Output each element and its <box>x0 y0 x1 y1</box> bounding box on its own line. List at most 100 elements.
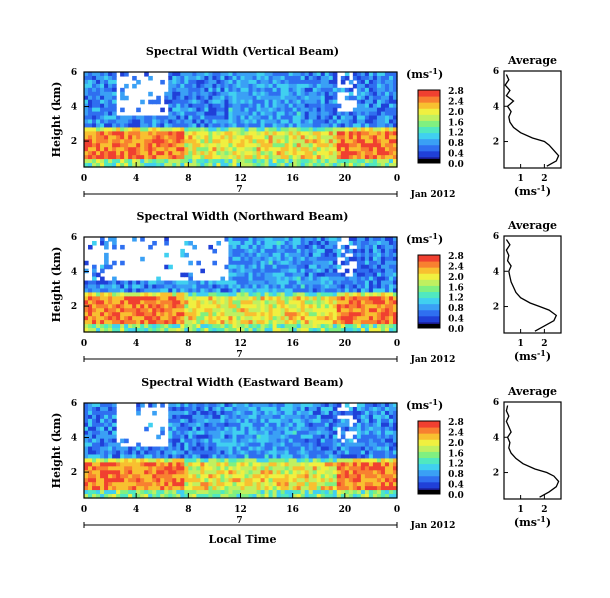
heatmap-cell <box>300 135 306 140</box>
heatmap-cell <box>368 300 374 305</box>
heatmap-cell <box>188 127 193 132</box>
heatmap-cell <box>224 292 230 297</box>
heatmap-cell <box>228 288 234 294</box>
heatmap-cell <box>216 410 222 416</box>
heatmap-cell <box>312 478 318 483</box>
heatmap-cell <box>308 264 314 270</box>
heatmap-cell <box>300 288 306 294</box>
heatmap-cell <box>184 316 189 321</box>
heatmap-cell <box>336 482 342 487</box>
heatmap-cell <box>228 478 234 483</box>
heatmap-cell <box>376 403 382 408</box>
heatmap-cell <box>188 107 193 113</box>
heatmap-cell <box>112 83 117 89</box>
heatmap-cell <box>244 288 250 294</box>
heatmap-cell <box>256 422 262 428</box>
heatmap-cell <box>252 163 258 168</box>
heatmap-cell <box>268 474 274 479</box>
heatmap-cell <box>352 72 358 77</box>
heatmap-cell <box>360 256 366 262</box>
heatmap-cell <box>248 143 254 148</box>
heatmap-cell <box>240 163 246 168</box>
heatmap-cell <box>236 474 242 479</box>
heatmap-cell <box>344 119 350 125</box>
heatmap-cell <box>240 75 246 81</box>
heatmap-cell <box>332 87 338 93</box>
heatmap-cell <box>280 83 286 89</box>
average-unit: (ms-1) <box>514 183 551 198</box>
heatmap-cell <box>360 490 366 495</box>
heatmap-cell <box>168 75 173 81</box>
heatmap-cell <box>312 474 318 479</box>
heatmap-cell <box>260 296 266 301</box>
heatmap-cell <box>136 119 141 125</box>
heatmap-cell <box>168 87 173 93</box>
heatmap-cell <box>172 418 177 424</box>
heatmap-cell <box>332 482 338 487</box>
heatmap-cell <box>188 470 193 475</box>
heatmap-cell <box>324 403 330 408</box>
heatmap-cell <box>96 111 101 117</box>
heatmap-cell <box>316 159 322 164</box>
heatmap-cell <box>264 478 270 483</box>
heatmap-cell <box>304 72 310 77</box>
heatmap-cell <box>336 159 342 164</box>
heatmap-cell <box>140 320 145 325</box>
heatmap-cell <box>276 478 282 483</box>
heatmap-cell <box>180 434 185 440</box>
heatmap-cell <box>112 486 117 491</box>
heatmap-cell <box>368 466 374 471</box>
heatmap-cell <box>92 470 97 475</box>
heatmap-cell <box>224 131 230 136</box>
heatmap-cell <box>304 272 310 278</box>
heatmap-cell <box>136 462 141 467</box>
heatmap-cell <box>348 450 354 456</box>
heatmap-cell <box>336 438 342 444</box>
heatmap-cell <box>304 139 310 144</box>
heatmap-cell <box>224 163 230 168</box>
heatmap-cell <box>112 308 117 313</box>
heatmap-cell <box>244 454 250 460</box>
heatmap-cell <box>116 115 121 121</box>
heatmap-cell <box>328 454 334 460</box>
heatmap-cell <box>236 482 242 487</box>
heatmap-cell <box>92 474 97 479</box>
heatmap-cell <box>252 99 258 105</box>
heatmap-cell <box>184 79 189 85</box>
heatmap-cell <box>208 151 214 156</box>
heatmap-cell <box>232 426 238 432</box>
heatmap-cell <box>84 107 89 113</box>
heatmap-cell <box>364 296 370 301</box>
heatmap-cell <box>208 103 214 109</box>
heatmap-cell <box>308 268 314 274</box>
heatmap-cell <box>312 256 318 262</box>
heatmap-cell <box>100 474 105 479</box>
heatmap-cell <box>292 494 298 499</box>
heatmap-cell <box>164 123 169 129</box>
heatmap-cell <box>244 446 250 452</box>
heatmap-cell <box>228 430 234 436</box>
heatmap-cell <box>280 316 286 321</box>
heatmap-cell <box>320 308 326 313</box>
heatmap-cell <box>228 462 234 467</box>
heatmap-cell <box>260 422 266 428</box>
heatmap-cell <box>356 288 362 294</box>
heatmap-cell <box>348 292 354 297</box>
heatmap-cell <box>268 462 274 467</box>
heatmap-cell <box>372 288 378 294</box>
heatmap-cell <box>304 131 310 136</box>
heatmap-cell <box>336 248 342 254</box>
heatmap-cell <box>104 284 109 290</box>
heatmap-cell <box>308 272 314 278</box>
heatmap-cell <box>200 292 205 297</box>
heatmap-cell <box>184 91 189 97</box>
heatmap-cell <box>100 450 105 456</box>
heatmap-cell <box>392 87 398 93</box>
heatmap-cell <box>256 470 262 475</box>
heatmap-cell <box>96 131 101 136</box>
heatmap-cell <box>272 296 278 301</box>
heatmap-cell <box>164 288 169 294</box>
heatmap-cell <box>140 159 145 164</box>
heatmap-cell <box>300 450 306 456</box>
heatmap-cell <box>164 99 169 105</box>
